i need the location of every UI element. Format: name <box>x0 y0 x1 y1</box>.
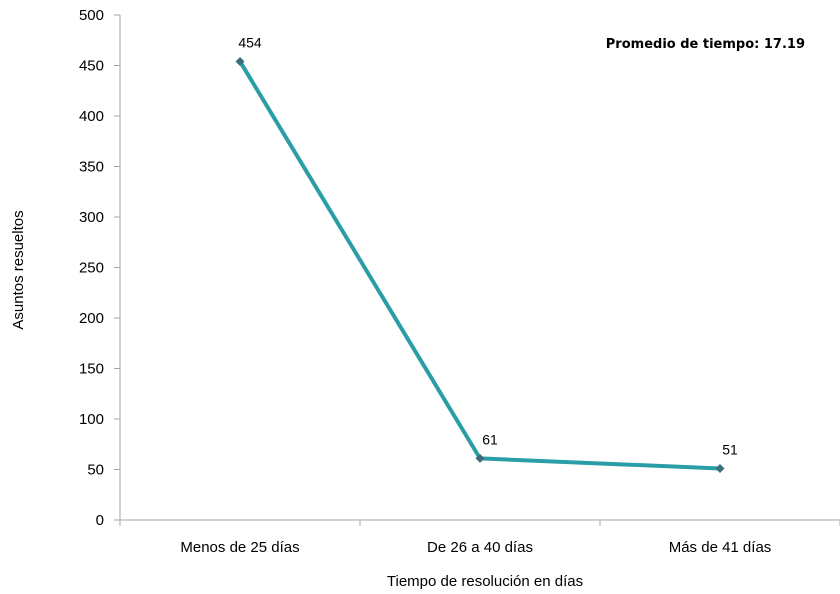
y-tick-label: 100 <box>79 411 104 428</box>
y-tick-label: 350 <box>79 159 104 176</box>
data-point-marker <box>715 463 725 473</box>
y-tick-label: 450 <box>79 58 104 75</box>
x-axis-title: Tiempo de resolución en días <box>387 573 583 590</box>
x-tick-label: Más de 41 días <box>669 539 772 556</box>
y-tick-label: 400 <box>79 108 104 125</box>
y-axis: 0 50 100 150 200 250 300 350 400 450 500 <box>79 7 121 529</box>
y-tick-label: 200 <box>79 310 104 327</box>
data-label: 61 <box>482 431 498 447</box>
data-label: 51 <box>722 441 738 457</box>
x-tick-label: Menos de 25 días <box>180 539 299 556</box>
data-labels: 454 61 51 <box>238 34 738 457</box>
y-tick-label: 0 <box>96 512 104 529</box>
data-point-marker <box>475 453 485 463</box>
y-tick-label: 500 <box>79 7 104 24</box>
y-tick-label: 50 <box>87 462 104 479</box>
annotation-average: Promedio de tiempo: 17.19 <box>606 37 805 52</box>
series-line <box>238 60 721 471</box>
x-axis: Menos de 25 días De 26 a 40 días Más de 41… <box>119 519 840 556</box>
y-axis-title: Asuntos resueltos <box>10 210 27 329</box>
y-tick-label: 150 <box>79 361 104 378</box>
x-tick-label: De 26 a 40 días <box>427 539 533 556</box>
data-label: 454 <box>238 34 262 50</box>
y-tick-label: 300 <box>79 209 104 226</box>
series-line-group <box>235 56 725 473</box>
data-point-marker <box>235 56 245 66</box>
y-tick-label: 250 <box>79 260 104 277</box>
